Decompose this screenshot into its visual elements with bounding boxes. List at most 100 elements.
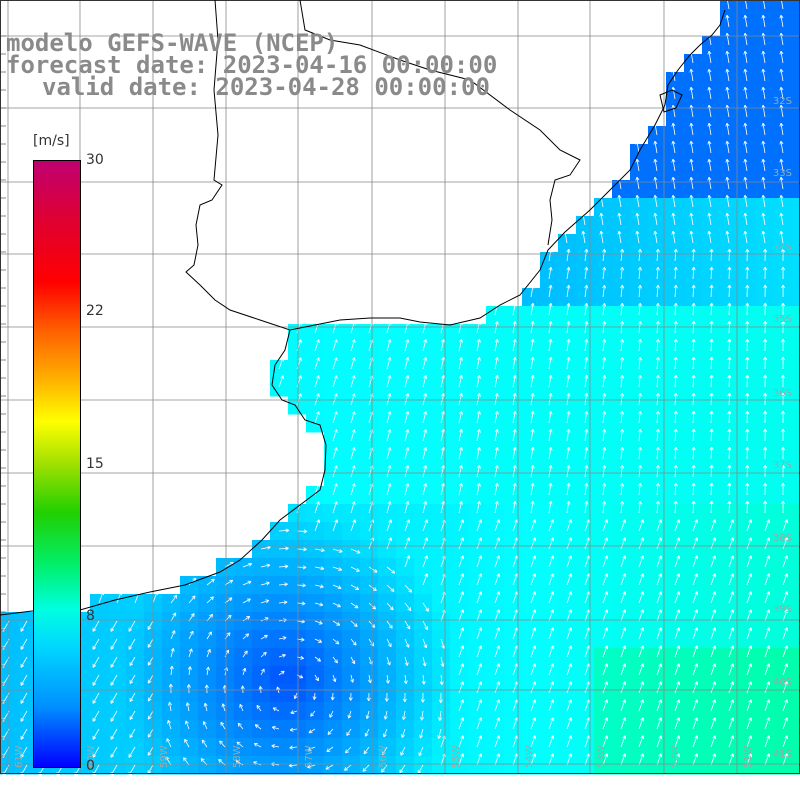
wind-arrow xyxy=(170,594,178,604)
wind-arrow xyxy=(184,738,190,748)
wind-cell xyxy=(522,486,541,505)
wind-arrow xyxy=(548,519,555,532)
wind-cell xyxy=(702,630,721,649)
wind-cell xyxy=(540,396,559,415)
wind-arrow xyxy=(530,717,537,730)
wind-arrow xyxy=(242,650,248,658)
wind-cell xyxy=(432,756,451,775)
wind-arrow xyxy=(350,465,356,478)
wind-arrow xyxy=(635,158,640,172)
wind-arrow xyxy=(584,464,589,478)
wind-arrow xyxy=(170,647,175,658)
wind-arrow xyxy=(635,230,640,244)
wind-arrow xyxy=(548,753,555,766)
wind-arrow xyxy=(727,374,732,388)
wind-cell xyxy=(504,576,523,595)
wind-arrow xyxy=(584,537,591,550)
wind-cell xyxy=(324,396,343,415)
wind-cell xyxy=(576,360,595,379)
wind-arrow xyxy=(458,465,463,478)
wind-cell xyxy=(342,756,361,775)
wind-arrow xyxy=(332,566,343,572)
wind-cell xyxy=(702,306,721,325)
wind-cell xyxy=(612,666,631,685)
wind-cell xyxy=(612,558,631,577)
wind-arrow xyxy=(314,638,322,643)
wind-cell xyxy=(612,234,631,253)
wind-cell xyxy=(468,612,487,631)
lat-lon-grid xyxy=(0,0,800,774)
wind-cell xyxy=(756,540,775,559)
wind-cell xyxy=(702,540,721,559)
wind-arrow xyxy=(620,446,625,460)
wind-arrow xyxy=(782,591,789,604)
wind-arrow xyxy=(707,140,712,154)
wind-arrow xyxy=(692,753,699,766)
wind-cell xyxy=(774,270,793,289)
wind-cell xyxy=(720,504,739,523)
wind-cell xyxy=(630,360,649,379)
wind-cell xyxy=(306,738,325,757)
wind-arrow xyxy=(710,591,717,604)
wind-cell xyxy=(576,738,595,757)
wind-cell xyxy=(576,414,595,433)
wind-arrow xyxy=(404,638,410,648)
wind-arrow xyxy=(764,645,771,658)
wind-arrow xyxy=(440,411,446,424)
wind-cell xyxy=(756,72,775,91)
wind-arrow xyxy=(512,446,517,460)
wind-arrow xyxy=(350,584,360,590)
wind-cell xyxy=(486,522,505,541)
wind-arrow xyxy=(655,302,660,316)
wind-cell xyxy=(594,630,613,649)
wind-cell xyxy=(504,432,523,451)
wind-arrow xyxy=(638,573,645,586)
wind-arrow xyxy=(764,537,771,550)
wind-cell xyxy=(630,270,649,289)
wind-cell xyxy=(720,144,739,163)
wind-cell xyxy=(594,486,613,505)
wind-arrow xyxy=(548,464,553,478)
wind-arrow xyxy=(236,741,244,748)
wind-arrow xyxy=(147,728,154,738)
wind-cell xyxy=(594,576,613,595)
wind-arrow xyxy=(296,565,307,570)
wind-arrow xyxy=(476,393,481,406)
wind-arrow xyxy=(710,609,717,622)
header-valid-date: valid date: 2023-04-28 00:00:00 xyxy=(42,73,490,101)
wind-cell xyxy=(468,414,487,433)
wind-arrow xyxy=(745,266,750,280)
wind-arrow xyxy=(691,446,696,460)
wind-cell xyxy=(792,0,800,19)
wind-cell xyxy=(378,378,397,397)
wind-arrow xyxy=(584,392,589,406)
wind-arrow xyxy=(440,339,446,352)
wind-cell xyxy=(756,234,775,253)
wind-arrow xyxy=(129,692,136,702)
wind-arrow xyxy=(620,500,625,514)
wind-arrow xyxy=(110,692,118,704)
wind-cell xyxy=(612,630,631,649)
wind-cell xyxy=(576,252,595,271)
wind-cell xyxy=(594,432,613,451)
wind-arrow xyxy=(20,656,28,668)
wind-arrow xyxy=(689,194,694,208)
wind-cell xyxy=(216,702,235,721)
wind-cell xyxy=(594,396,613,415)
wind-arrow xyxy=(458,555,465,568)
wind-arrow xyxy=(278,564,289,569)
wind-cell xyxy=(468,594,487,613)
wind-arrow xyxy=(400,746,406,756)
wind-arrow xyxy=(185,720,190,730)
wind-arrow xyxy=(602,338,607,352)
wind-arrow xyxy=(512,699,519,712)
wind-cell xyxy=(756,144,775,163)
wind-cell xyxy=(558,252,577,271)
wind-arrow xyxy=(745,356,750,370)
wind-arrow xyxy=(673,428,678,442)
wind-cell xyxy=(306,720,325,739)
wind-cell xyxy=(576,468,595,487)
wind-cell xyxy=(738,756,757,775)
wind-arrow xyxy=(779,176,784,190)
